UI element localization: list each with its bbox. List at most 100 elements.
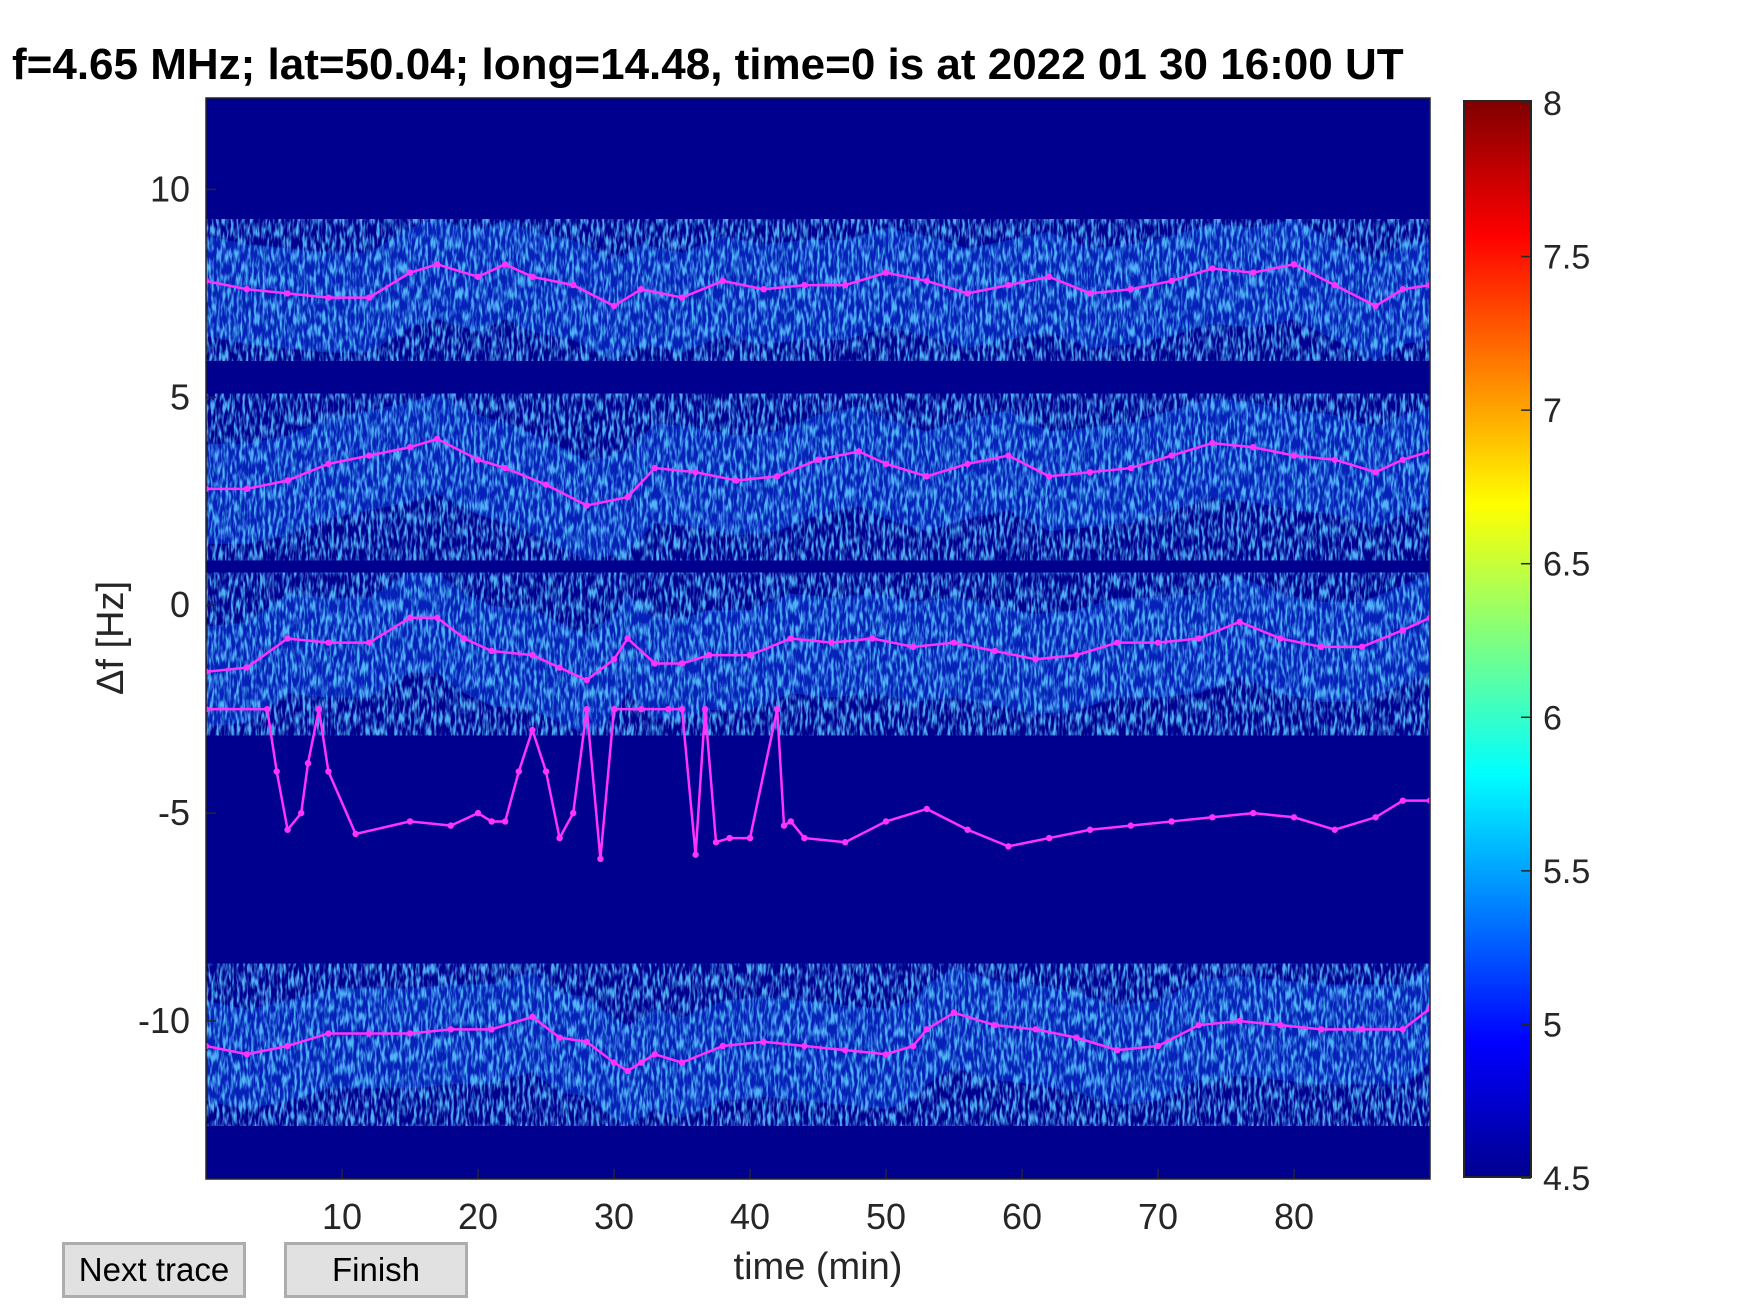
trace-point [1005, 452, 1012, 459]
trace-point [964, 460, 971, 468]
trace-point [910, 643, 917, 651]
trace-line [206, 1007, 1430, 1073]
trace-point [610, 656, 618, 663]
trace-point [502, 261, 509, 268]
trace-point [529, 651, 536, 659]
x-tick-label: 10 [322, 1196, 362, 1237]
trace-point [366, 294, 373, 301]
trace-point [1154, 639, 1162, 646]
trace-point [556, 834, 563, 842]
trace-point [583, 502, 590, 509]
trace-point [273, 768, 280, 775]
trace-point [692, 851, 699, 858]
trace-point [1290, 452, 1298, 459]
colorbar-tick-label: 4.5 [1543, 1160, 1590, 1198]
trace-point [923, 473, 930, 480]
trace-point [923, 1026, 930, 1033]
colorbar-tick-label: 7 [1543, 392, 1562, 430]
trace-point [801, 1042, 808, 1050]
signal-bands [206, 219, 1430, 1126]
x-tick-label: 80 [1274, 1196, 1314, 1237]
trace-point [1114, 639, 1121, 646]
colorbar-ticks: 8 7.5 7 6.5 6 5.5 5 4.5 [1521, 85, 1590, 1198]
trace-point [1168, 452, 1175, 459]
trace-point [1331, 456, 1339, 463]
trace-point [1358, 643, 1366, 651]
trace-point [1127, 286, 1135, 293]
trace-point [1046, 273, 1053, 280]
trace-point [325, 460, 332, 468]
x-tick-label: 20 [458, 1196, 498, 1237]
trace-point [529, 726, 536, 734]
trace-point [304, 760, 312, 767]
trace-point [206, 485, 210, 493]
trace-point [406, 269, 414, 276]
trace-point [774, 705, 781, 713]
trace-point [434, 261, 441, 268]
trace-point [678, 660, 686, 667]
trace-point [1290, 814, 1298, 821]
trace-point [366, 1030, 373, 1037]
trace-point [1032, 1026, 1039, 1033]
trace-point [950, 1009, 958, 1016]
trace-point [284, 826, 291, 833]
trace-point [1127, 822, 1135, 829]
next-trace-button[interactable]: Next trace [62, 1242, 246, 1298]
trace-point [583, 705, 590, 713]
trace-point [284, 477, 291, 484]
trace-point [1250, 269, 1257, 276]
trace-point [1372, 814, 1379, 821]
trace-point [1209, 814, 1216, 821]
trace-point [1114, 1046, 1121, 1054]
trace-point [733, 477, 740, 484]
trace-point [842, 839, 849, 846]
trace-point [787, 635, 794, 642]
x-tick-label: 60 [1002, 1196, 1042, 1237]
trace-point [746, 651, 754, 659]
trace-point [678, 705, 686, 713]
trace-point [624, 1067, 631, 1075]
trace-point [1399, 1026, 1407, 1033]
trace-point [746, 834, 754, 842]
trace-point [1005, 843, 1012, 850]
trace-point [1073, 1034, 1080, 1041]
trace-point [651, 464, 658, 472]
trace-point [964, 290, 971, 297]
trace-point [774, 473, 781, 480]
trace-point [488, 1026, 495, 1033]
trace-point [406, 1030, 414, 1037]
y-tick-label: -5 [158, 792, 190, 833]
trace-point [1032, 656, 1039, 663]
trace-point [1046, 834, 1053, 842]
trace-point [1195, 1021, 1203, 1029]
trace-point [284, 635, 291, 642]
colorbar [1463, 100, 1532, 1178]
trace-point [882, 1051, 890, 1058]
trace-point [638, 286, 645, 293]
trace-point [842, 281, 849, 289]
trace-point [869, 635, 876, 642]
trace-point [366, 639, 373, 646]
trace-point [1331, 826, 1339, 833]
trace-point [488, 818, 495, 825]
trace-point [1399, 456, 1407, 463]
trace-point [206, 1042, 210, 1050]
x-tick-label: 40 [730, 1196, 770, 1237]
colorbar-tick-label: 5 [1543, 1006, 1562, 1044]
colorbar-tick-label: 6 [1543, 699, 1562, 737]
trace-point [206, 277, 210, 285]
trace-point [701, 705, 709, 713]
doppler-traces [206, 261, 1430, 1075]
trace-point [678, 294, 686, 301]
trace-point [842, 1046, 849, 1054]
x-tick-label: 30 [594, 1196, 634, 1237]
trace-point [264, 705, 271, 713]
trace-point [828, 639, 835, 646]
trace-point [1086, 290, 1094, 297]
trace-point [243, 664, 250, 671]
trace-point [474, 456, 482, 463]
trace-point [298, 809, 305, 817]
finish-button[interactable]: Finish [284, 1242, 468, 1298]
trace-point [529, 273, 536, 280]
trace-point [1426, 281, 1430, 289]
